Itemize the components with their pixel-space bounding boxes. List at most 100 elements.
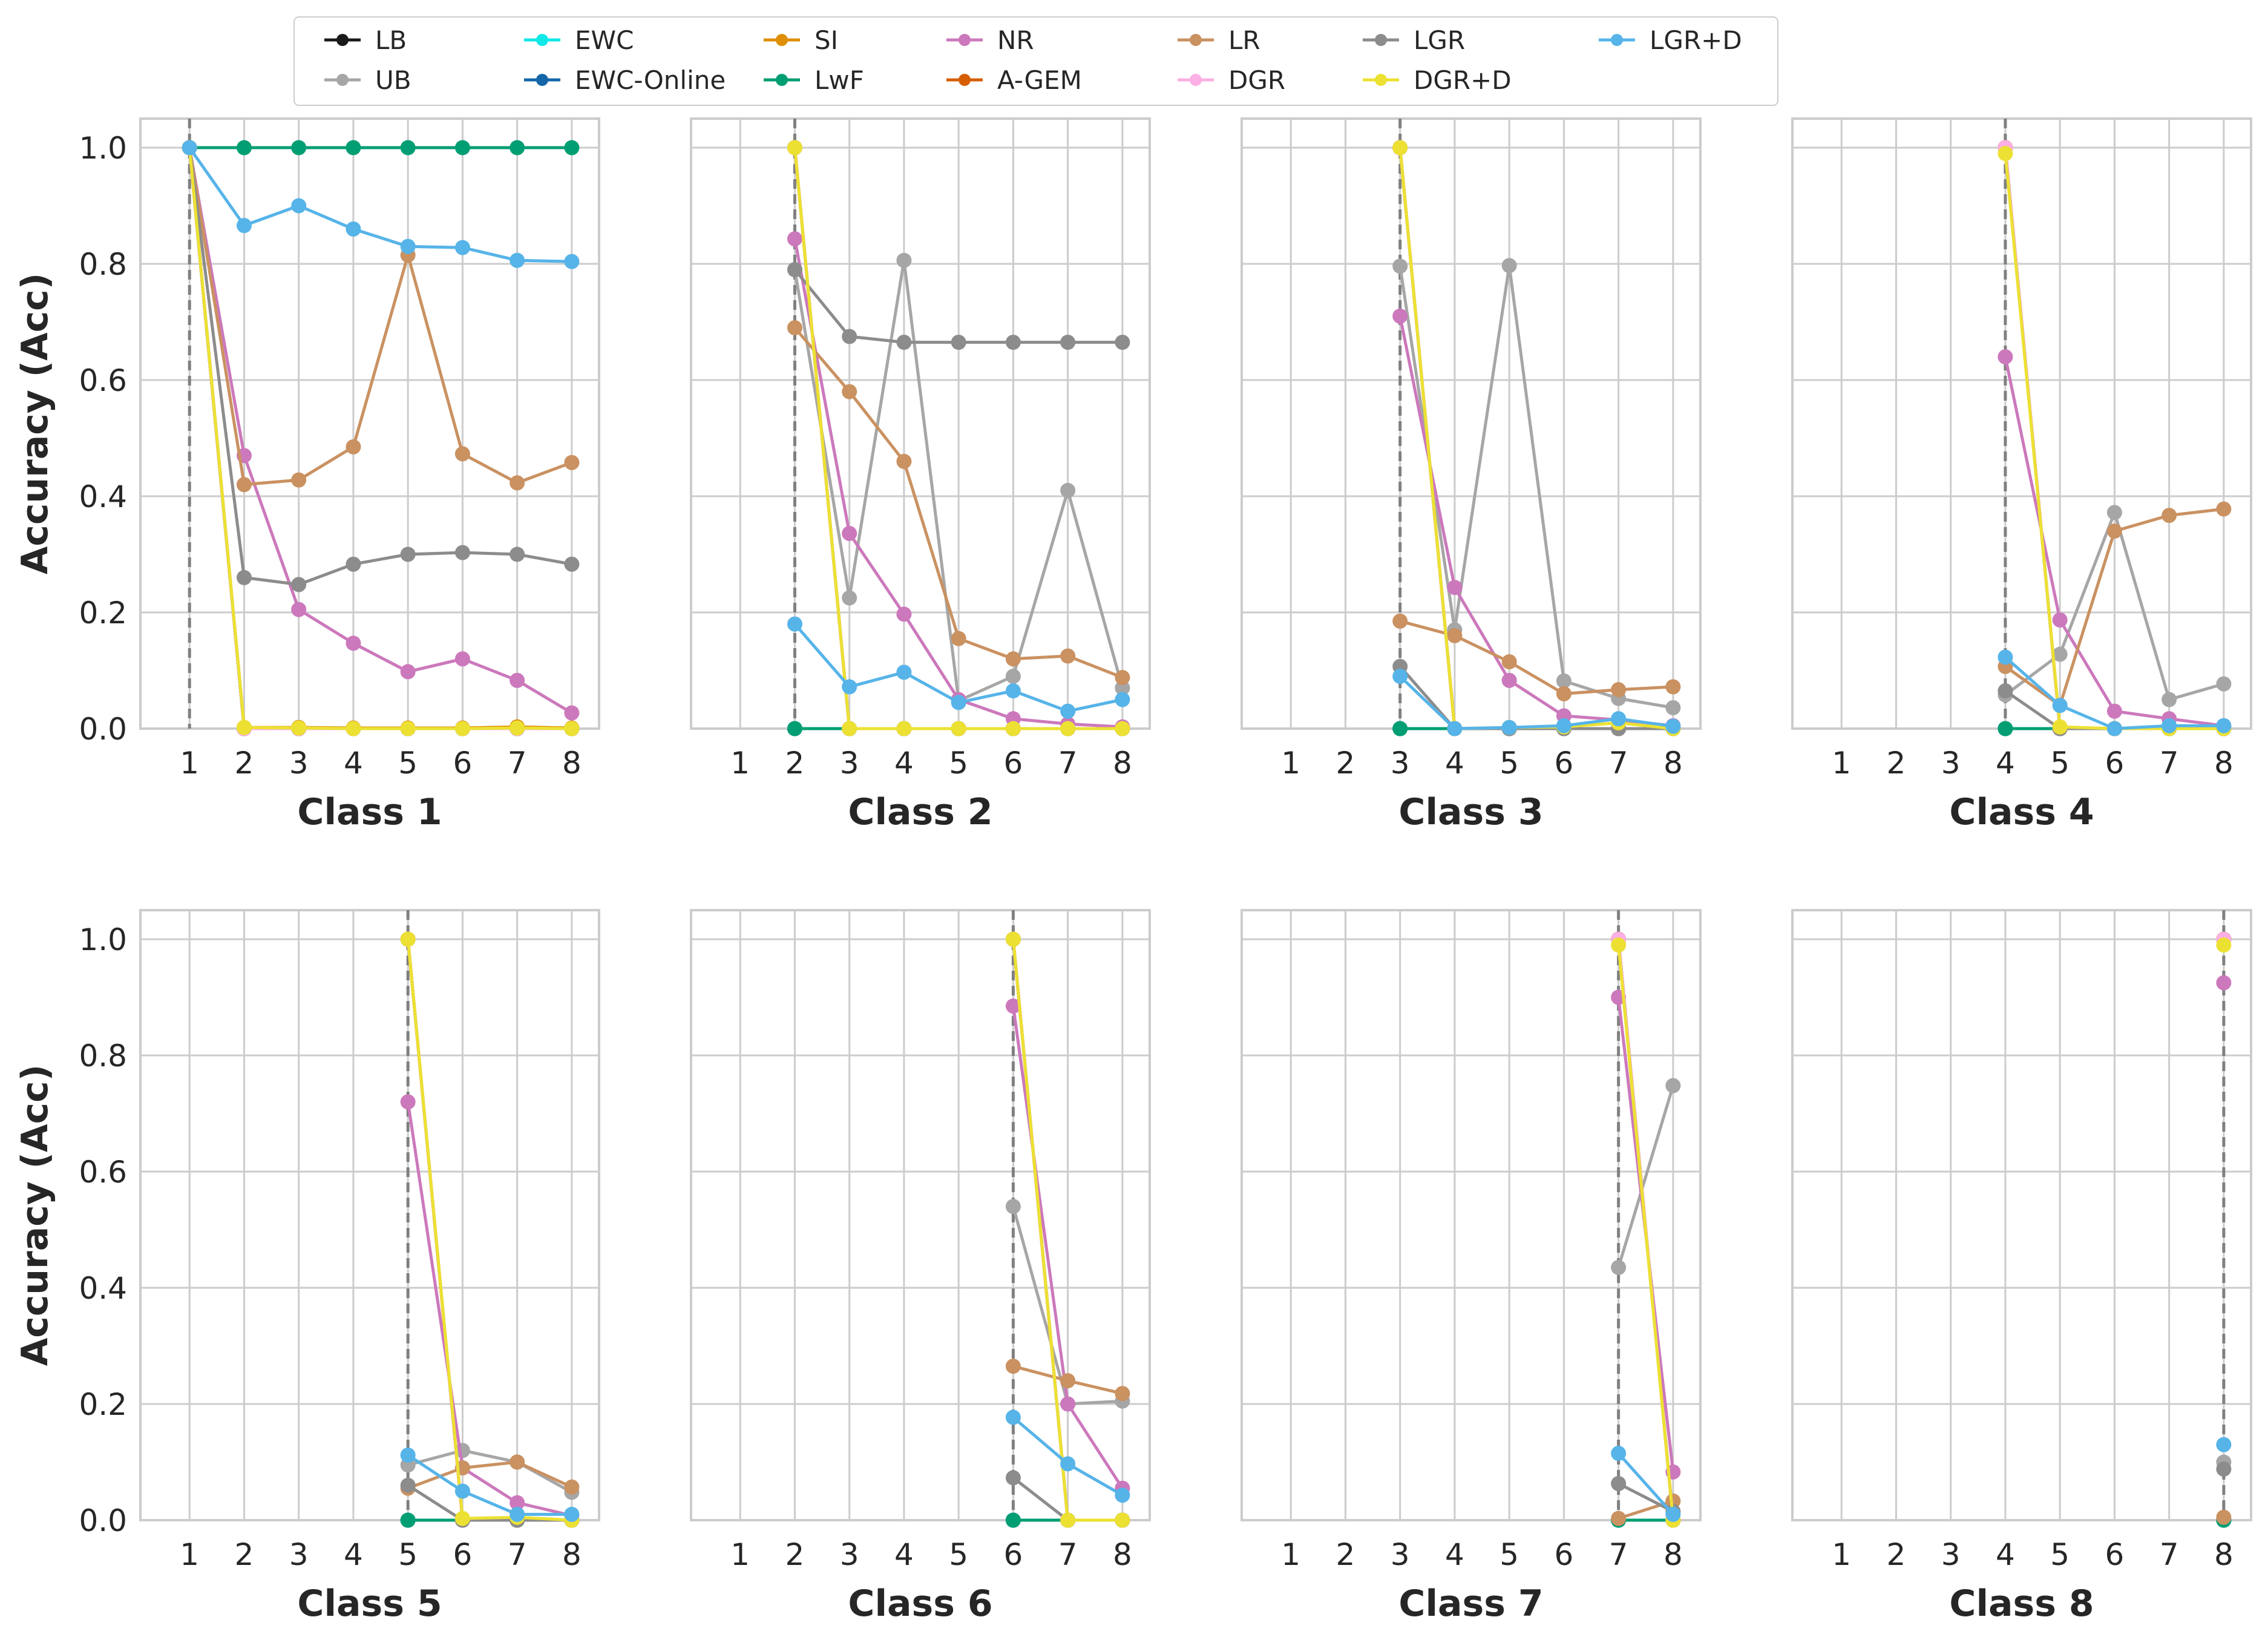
series-line [406,1101,572,1517]
legend-label: SI [814,25,838,55]
series-line [406,939,572,1522]
y-tick-label: 0.8 [79,1038,127,1074]
data-point [1665,1506,1681,1522]
x-tick-label: 8 [562,1537,582,1572]
series-line [188,146,572,263]
legend-marker [536,34,548,46]
legend-marker [336,34,349,46]
data-point [1115,680,1130,696]
series-lgr [182,140,580,592]
data-point [787,231,802,247]
x-tick-label: 3 [289,746,309,781]
data-point [454,446,470,462]
legend-item: NR [946,25,1034,55]
data-point [1998,683,2013,699]
x-tick-label: 2 [1336,1537,1355,1572]
x-tick-label: 2 [785,1537,805,1572]
series-lr [1611,1493,1681,1526]
series-lgr-d [1998,649,2232,736]
x-tick-label: 4 [894,746,914,781]
x-tick-label: 3 [840,1537,859,1572]
data-point [2106,523,2122,539]
series-lr [182,140,580,493]
x-tick-label: 6 [1554,746,1573,781]
legend-label: LR [1228,25,1260,55]
data-point [400,1477,416,1493]
data-point [1392,308,1408,324]
data-point [2216,718,2232,733]
data-point [510,672,525,688]
data-point [787,721,802,736]
data-point [1060,1396,1076,1412]
x-tick-label: 1 [1281,1537,1300,1572]
series-line [1398,675,1674,730]
x-tick-label: 4 [894,1537,914,1572]
x-tick-label: 7 [1609,746,1628,781]
x-tick-label: 5 [1499,746,1519,781]
data-point [400,140,416,156]
legend-label: LGR [1414,25,1465,55]
data-point [2216,1461,2232,1477]
data-point [2106,703,2122,719]
data-point [510,1506,525,1522]
data-point [2161,508,2177,523]
legend-marker [776,34,788,46]
y-tick-label: 0.8 [79,247,127,282]
y-tick-label: 0.6 [79,1155,127,1190]
data-point [400,721,416,736]
series-dgr-d [1005,931,1130,1528]
y-tick-label: 0.2 [79,1387,127,1422]
data-point [2216,1437,2232,1452]
data-point [564,721,580,736]
series-lgr [787,262,1130,350]
x-tick-label: 8 [1113,1537,1132,1572]
data-point [510,475,525,491]
legend-item: DGR+D [1363,65,1512,95]
legend-marker [1375,74,1387,86]
x-tick-label: 8 [562,746,582,781]
data-point [564,140,580,156]
x-tick-label: 5 [2050,746,2070,781]
data-point [236,477,252,493]
series-lgr-d [2216,1437,2232,1452]
data-point [842,590,857,606]
data-point [564,1506,580,1522]
data-point [1392,669,1408,684]
data-point [1005,931,1021,947]
legend-label: LwF [814,65,864,95]
x-tick-label: 4 [1445,1537,1464,1572]
data-point [2052,698,2068,713]
x-tick-label: 2 [1887,746,1906,781]
data-point [346,635,361,651]
data-point [1115,670,1130,686]
data-point [454,1483,470,1499]
data-point [400,546,416,562]
legend-marker [1611,34,1623,46]
legend-item: LR [1178,25,1260,55]
data-point [400,1512,416,1528]
data-point [182,140,197,156]
x-tick-label: 2 [1887,1537,1906,1572]
legend-item: EWC [524,25,634,55]
x-tick-label: 5 [398,1537,418,1572]
data-point [454,140,470,156]
y-tick-label: 0.0 [79,1503,127,1538]
series-line [1617,945,1675,1521]
legend-label: UB [375,65,411,95]
data-point [400,238,416,254]
data-point [842,329,857,344]
legend-marker [959,74,971,86]
series-group [787,140,1130,736]
axes-frame [1241,909,1702,1521]
data-point [1998,721,2013,736]
data-point [2161,692,2177,707]
data-point [564,1479,580,1495]
series-line [1398,264,1674,709]
data-point [510,1454,525,1470]
data-point [291,720,307,736]
data-point [1556,686,1572,701]
legend-marker [1190,74,1202,86]
series-line [1617,1482,1674,1513]
data-point [1447,580,1463,595]
legend: LB UB EWC EWC-Online SI LwF NR A-GEM LR DGR LGR DGR… [293,16,1778,106]
